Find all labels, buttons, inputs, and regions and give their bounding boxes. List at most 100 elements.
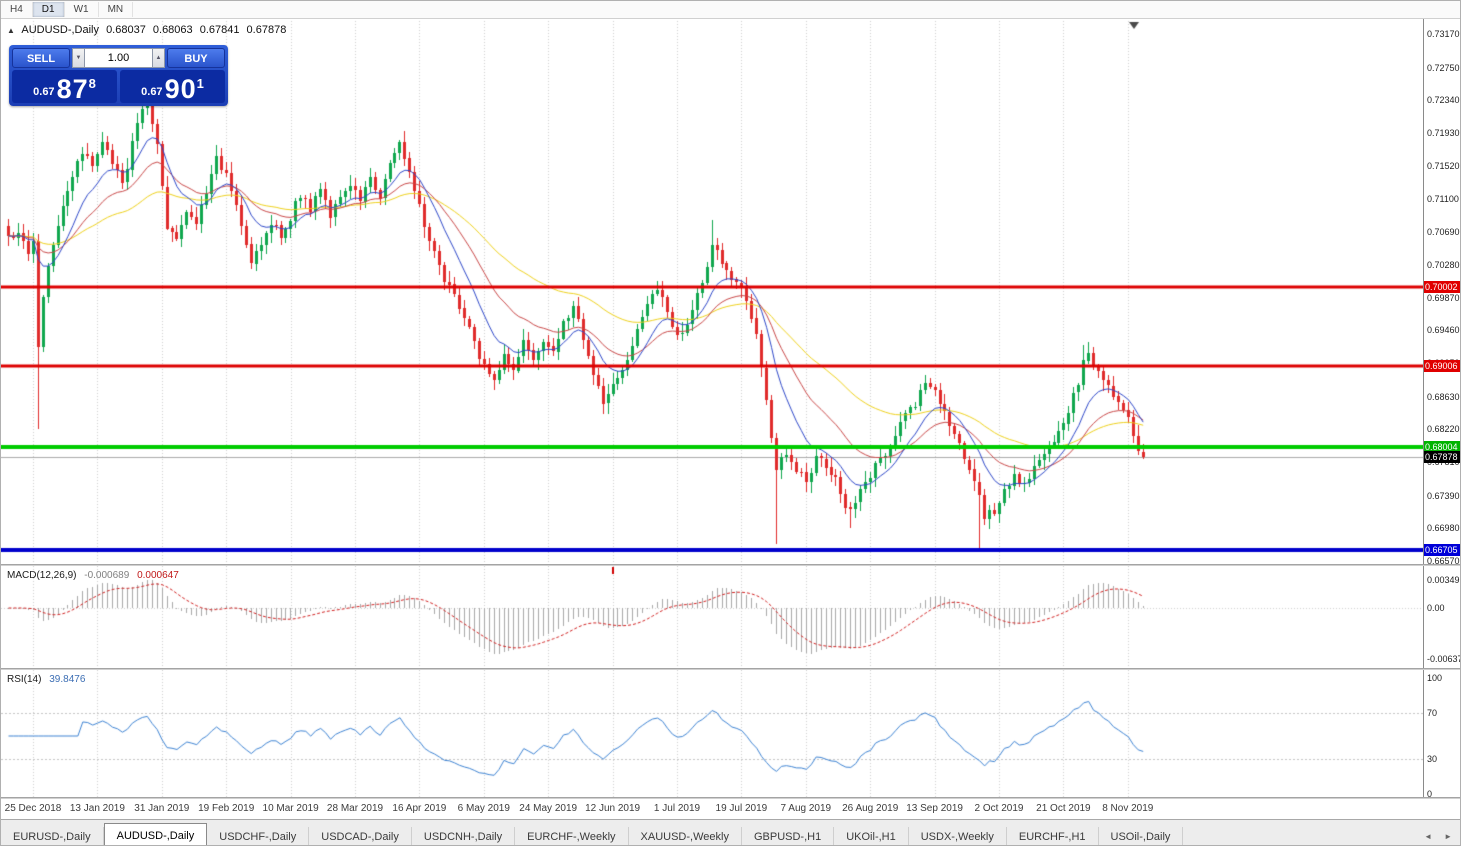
date-axis-label: 21 Oct 2019 [1036,803,1091,814]
sell-button[interactable]: SELL [12,48,70,68]
date-axis-label: 7 Aug 2019 [780,803,832,814]
one-click-trading-panel: SELL ▼ 1.00 ▲ BUY 0.67 87 8 0.67 90 1 [9,45,228,106]
timeframe-button-w1[interactable]: W1 [65,2,99,17]
date-axis-label: 19 Jul 2019 [715,803,768,814]
collapse-panel-icon[interactable]: ▲ [7,26,15,35]
level-price-badge: 0.69006 [1424,360,1460,373]
volume-input[interactable]: 1.00 [85,48,152,68]
symbol-ohlc-line: ▲ AUDUSD-,Daily 0.68037 0.68063 0.67841 … [7,24,290,36]
current-price-badge: 0.67878 [1424,450,1460,463]
buy-button[interactable]: BUY [167,48,225,68]
tab-usoil-daily[interactable]: USOil-,Daily [1099,827,1184,845]
timeframe-button-d1[interactable]: D1 [32,2,65,17]
tab-xauusd-weekly[interactable]: XAUUSD-,Weekly [629,827,742,845]
macd-axis-label: -0.00637 [1427,653,1461,664]
date-axis-label: 25 Dec 2018 [4,803,62,814]
panel-separator[interactable] [1,668,1460,670]
volume-increase-icon[interactable]: ▲ [152,48,165,68]
price-axis-label: 0.72750 [1427,62,1460,73]
price-axis-label: 0.67390 [1427,490,1460,501]
price-axis-label: 0.68220 [1427,424,1460,435]
volume-decrease-icon[interactable]: ▼ [72,48,85,68]
bid-price-display: 0.67 87 8 [12,70,117,103]
date-axis-label: 13 Sep 2019 [906,803,963,814]
tab-usdchf-daily[interactable]: USDCHF-,Daily [207,827,310,845]
ohlc-high: 0.68063 [152,24,193,36]
tab-eurchf-h1[interactable]: EURCHF-,H1 [1007,827,1099,845]
ask-price-display: 0.67 90 1 [120,70,225,103]
price-axis-label: 0.73170 [1427,29,1460,39]
price-axis-label: 0.66980 [1427,523,1460,534]
ohlc-close: 0.67878 [246,24,287,36]
price-axis-label: 0.69870 [1427,292,1460,303]
price-axis-label: 0.69460 [1427,325,1460,336]
chart-tabs: EURUSD-,Daily AUDUSD-,Daily USDCHF-,Daily U… [1,823,1184,845]
macd-axis-label: 0.00349 [1427,575,1460,586]
macd-indicator-canvas[interactable] [1,566,1423,668]
timeframe-button-mn[interactable]: MN [99,2,134,17]
date-axis-label: 8 Nov 2019 [1102,803,1154,814]
tab-gbpusd-h1[interactable]: GBPUSD-,H1 [742,827,835,845]
tab-usdx-weekly[interactable]: USDX-,Weekly [909,827,1007,845]
ask-pip-digit: 1 [196,76,204,91]
date-axis-label: 28 Mar 2019 [326,803,384,814]
chart-window: ▲ AUDUSD-,Daily 0.68037 0.68063 0.67841 … [1,18,1461,819]
date-axis-label: 6 May 2019 [457,803,510,814]
bid-big-digits: 87 [56,74,89,104]
tab-scroll-right-icon[interactable]: ► [1444,831,1452,841]
date-axis[interactable]: 25 Dec 2018 13 Jan 2019 31 Jan 2019 19 Feb … [1,799,1423,819]
price-axis-label: 0.70280 [1427,259,1460,270]
ask-prefix: 0.67 [141,86,163,98]
rsi-indicator-canvas[interactable] [1,670,1423,797]
date-axis-label: 1 Jul 2019 [653,803,701,814]
macd-name: MACD(12,26,9) [7,570,77,581]
rsi-name: RSI(14) [7,674,42,685]
tab-usdcad-daily[interactable]: USDCAD-,Daily [309,827,412,845]
price-axis-label: 0.66570 [1427,556,1460,566]
date-axis-label: 12 Jun 2019 [585,803,641,814]
macd-label-line: MACD(12,26,9) -0.000689 0.000647 [7,570,179,581]
tab-ukoil-h1[interactable]: UKOil-,H1 [834,827,909,845]
rsi-axis-label: 100 [1427,673,1443,683]
rsi-axis-label: 70 [1427,707,1438,718]
ohlc-open: 0.68037 [106,24,146,36]
tab-usdcnh-daily[interactable]: USDCNH-,Daily [412,827,516,845]
panel-separator[interactable] [1,564,1460,566]
price-chart-canvas[interactable] [1,18,1423,564]
date-axis-label: 19 Feb 2019 [198,803,255,814]
bid-pip-digit: 8 [88,76,96,91]
timeframe-button-h4[interactable]: H4 [1,2,33,17]
date-axis-label: 10 Mar 2019 [262,803,319,814]
chart-tab-bar: EURUSD-,Daily AUDUSD-,Daily USDCHF-,Daily U… [1,819,1460,845]
ask-big-digits: 90 [164,74,197,104]
date-axis-label: 2 Oct 2019 [974,803,1024,814]
volume-spinner: ▼ 1.00 ▲ [72,48,165,68]
date-axis-label: 13 Jan 2019 [69,803,125,814]
tab-scroll-left-icon[interactable]: ◄ [1424,831,1433,841]
symbol-name: AUDUSD-,Daily [21,24,99,36]
tab-eurchf-weekly[interactable]: EURCHF-,Weekly [515,827,629,845]
date-axis-label: 24 May 2019 [519,803,578,814]
panel-separator[interactable] [1,797,1460,799]
price-axis-label: 0.71100 [1427,194,1459,205]
date-axis-label: 16 Apr 2019 [392,803,447,814]
tab-eurusd-daily[interactable]: EURUSD-,Daily [1,827,104,845]
price-axis[interactable]: 0.73170 0.72750 0.72340 0.71930 0.71520 0.711… [1423,18,1461,799]
rsi-axis-label: 0 [1427,789,1433,799]
timeframe-toolbar: H4 D1 W1 MN [1,1,1460,19]
date-axis-label: 31 Jan 2019 [134,803,190,814]
price-axis-label: 0.68630 [1427,391,1460,402]
price-axis-label: 0.70690 [1427,227,1460,238]
timeframe-buttons: H4 D1 W1 MN [1,2,134,17]
ohlc-low: 0.67841 [199,24,240,36]
level-price-badge: 0.68004 [1424,440,1460,453]
macd-signal-value: 0.000647 [137,570,179,581]
macd-main-value: -0.000689 [84,570,130,581]
bid-prefix: 0.67 [33,86,55,98]
date-axis-label: 26 Aug 2019 [842,803,899,814]
tab-audusd-daily[interactable]: AUDUSD-,Daily [103,823,208,845]
price-axis-label: 0.72340 [1427,95,1460,106]
level-price-badge: 0.66705 [1424,544,1460,557]
rsi-value: 39.8476 [49,674,86,685]
